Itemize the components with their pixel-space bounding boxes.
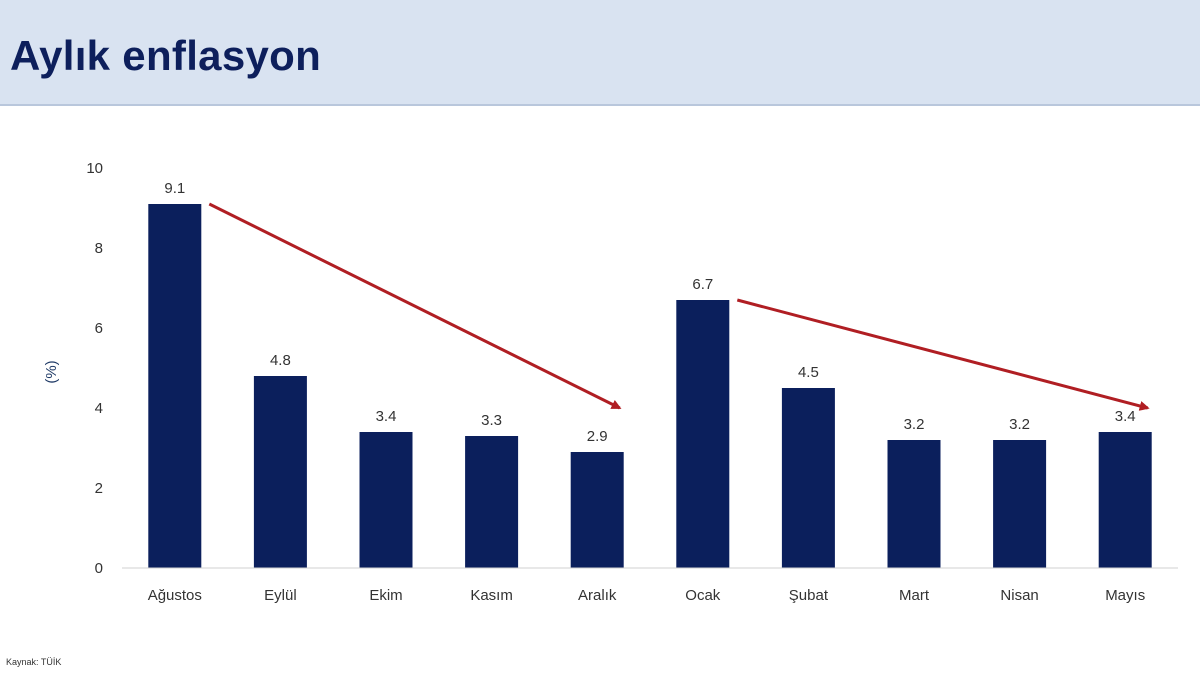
bar (993, 440, 1047, 568)
data-label: 2.9 (587, 428, 608, 445)
y-tick-label: 8 (95, 240, 103, 257)
data-label: 6.7 (692, 276, 713, 293)
data-label: 9.1 (164, 180, 185, 197)
data-label: 4.8 (270, 352, 291, 369)
trend-arrows (208, 202, 1150, 411)
x-tick-label: Mayıs (1105, 587, 1145, 604)
y-tick-label: 6 (95, 320, 103, 337)
y-tick-label: 0 (95, 560, 103, 577)
x-tick-label: Şubat (789, 587, 829, 604)
data-label: 3.2 (904, 416, 925, 433)
y-tick-label: 4 (95, 400, 103, 417)
header-banner: Aylık enflasyon (0, 0, 1200, 106)
data-label: 4.5 (798, 364, 819, 381)
data-label: 3.2 (1009, 416, 1030, 433)
bar (887, 440, 941, 568)
y-tick-label: 10 (86, 160, 103, 177)
page-title: Aylık enflasyon (10, 32, 322, 79)
y-axis-label: (%) (43, 360, 60, 383)
data-label: 3.3 (481, 412, 502, 429)
x-tick-label: Aralık (578, 587, 617, 604)
x-tick-label: Ocak (685, 587, 721, 604)
data-label: 3.4 (1115, 408, 1136, 425)
bar (253, 376, 307, 568)
y-axis: 0 2 4 6 8 10 (86, 160, 103, 577)
x-tick-label: Eylül (264, 587, 297, 604)
x-tick-label: Ağustos (148, 587, 202, 604)
x-tick-label: Nisan (1000, 587, 1038, 604)
bar (781, 388, 835, 568)
source-note: Kaynak: TÜİK (6, 657, 62, 667)
bar (465, 436, 519, 568)
bar (570, 452, 624, 568)
y-tick-label: 2 (95, 480, 103, 497)
trend-arrow (736, 298, 1150, 411)
x-tick-label: Mart (899, 587, 930, 604)
data-label: 3.4 (376, 408, 397, 425)
trend-arrow (208, 202, 622, 410)
bar (148, 204, 202, 568)
x-tick-label: Kasım (470, 587, 513, 604)
bars: 9.1 Ağustos 4.8 Eylül 3.4 Ekim 3.3 Kasım 2.9 Aral… (148, 180, 1152, 604)
bar (359, 432, 413, 568)
bar (676, 300, 730, 568)
x-tick-label: Ekim (369, 587, 402, 604)
bar (1098, 432, 1152, 568)
